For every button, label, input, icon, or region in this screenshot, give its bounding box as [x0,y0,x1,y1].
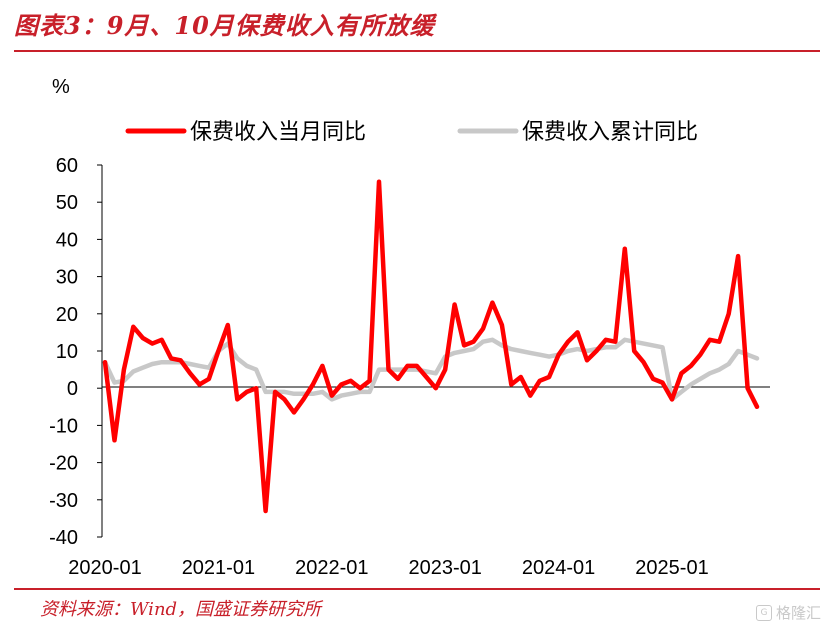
x-tick-label: 2024-01 [522,557,595,579]
x-tick-label: 2022-01 [295,557,368,579]
y-tick-label: -20 [49,453,78,475]
y-tick-label: -40 [49,527,78,549]
y-tick-label: 0 [67,378,78,400]
y-tick-label: 60 [56,155,78,177]
legend-label: 保费收入累计同比 [522,119,698,144]
x-tick-label: 2020-01 [68,557,141,579]
y-tick-label: 30 [56,267,78,289]
series-line-cumulative-yoy [102,337,760,402]
line-chart: % 保费收入当月同比 保费收入累计同比 60 50 40 30 20 10 0 -10 -20 -3… [49,76,770,579]
footer-divider [14,588,820,590]
watermark-text: 格隆汇 [775,604,821,622]
y-tick-label: 10 [56,341,78,363]
y-unit-label: % [52,76,70,98]
legend: 保费收入当月同比 保费收入累计同比 [125,119,698,144]
x-ticks: 2020-01 2021-01 2022-01 2023-01 2024-01 2025-… [68,557,708,579]
x-tick-label: 2021-01 [182,557,255,579]
series-layer [102,179,760,514]
y-tick-label: 40 [56,229,78,251]
series-line-monthly-yoy [102,179,760,514]
y-tick-label: -30 [49,490,78,512]
title-divider [14,50,820,52]
watermark-logo-icon: G [755,604,772,621]
y-tick-label: 20 [56,304,78,326]
y-tick-label: -10 [49,415,78,437]
y-tick-label: 50 [56,192,78,214]
x-tick-label: 2023-01 [408,557,481,579]
x-tick-label: 2025-01 [635,557,708,579]
watermark: G 格隆汇 [755,602,821,623]
chart-title: 图表3：9月、10月保费收入有所放缓 [14,11,435,40]
y-ticks: 60 50 40 30 20 10 0 -10 -20 -30 -40 [49,155,102,549]
source-note: 资料来源：Wind，国盛证券研究所 [40,599,322,620]
legend-label: 保费收入当月同比 [190,119,366,144]
